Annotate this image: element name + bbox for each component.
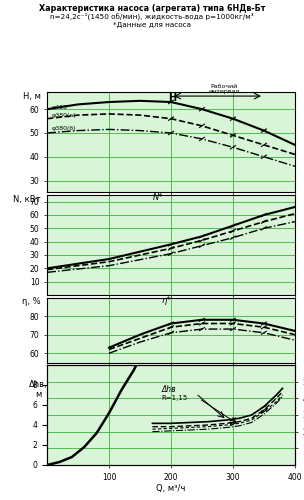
Text: η, %: η, %: [22, 298, 41, 306]
Text: H: H: [168, 93, 176, 103]
Text: φ405: φ405: [52, 105, 68, 110]
Text: Δhв,
м: Δhв, м: [29, 380, 47, 400]
Text: n=24,2с⁻¹(1450 об/мин), жидкость-вода р=1000кг/м³: n=24,2с⁻¹(1450 об/мин), жидкость-вода р=…: [50, 13, 254, 20]
Text: R=1,15: R=1,15: [162, 395, 188, 401]
Text: *Данные для насоса: *Данные для насоса: [113, 22, 191, 28]
Text: Характеристика насоса (агрегата) типа 6НДв-Бт: Характеристика насоса (агрегата) типа 6Н…: [39, 4, 265, 13]
Text: φ380(б): φ380(б): [52, 126, 77, 130]
Text: N*: N*: [152, 194, 163, 202]
Text: H, м: H, м: [23, 92, 41, 102]
Text: Δhв: Δhв: [162, 384, 176, 394]
X-axis label: Q, м³/ч: Q, м³/ч: [156, 484, 186, 494]
Text: η*: η*: [162, 296, 171, 305]
Text: N, кВт: N, кВт: [13, 195, 41, 204]
Text: φ380(а): φ380(а): [52, 112, 77, 117]
Text: Рабочий
интервал: Рабочий интервал: [208, 84, 239, 94]
